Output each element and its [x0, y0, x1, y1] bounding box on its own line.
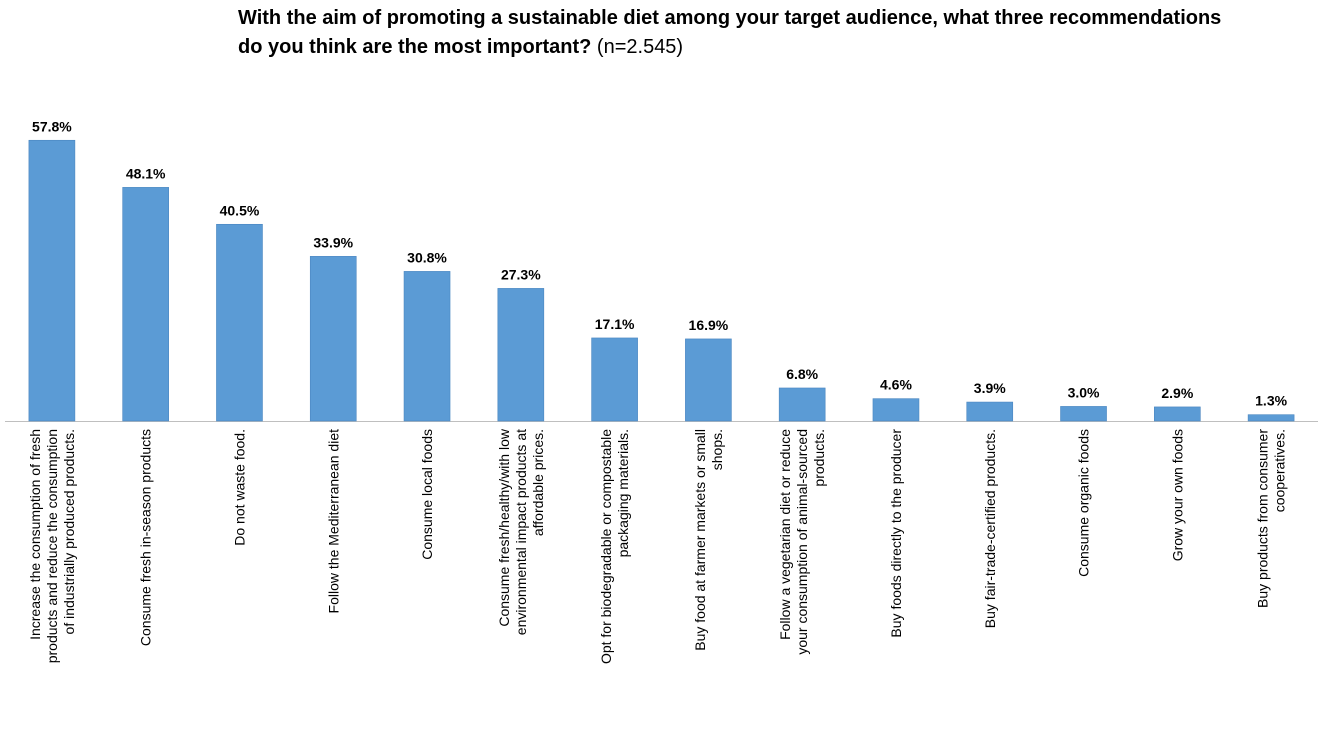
value-label-4: 33.9%: [313, 234, 353, 250]
value-label-6: 27.3%: [501, 266, 541, 282]
chart-title: With the aim of promoting a sustainable …: [238, 4, 1238, 62]
category-label-12: Consume organic foods: [1076, 429, 1092, 577]
category-label-6: Consume fresh/healthy/with lowenvironmen…: [496, 428, 546, 635]
category-label-3: Do not waste food.: [231, 429, 247, 546]
value-label-1: 57.8%: [32, 118, 72, 134]
category-label-2: Consume fresh in-season products: [138, 429, 154, 646]
bar-14: [1247, 414, 1295, 422]
bar-13: [1154, 406, 1201, 422]
category-label-11: Buy fair-trade-certified products.: [982, 429, 998, 628]
value-label-12: 3.0%: [1068, 384, 1100, 400]
category-label-10: Buy foods directly to the producer: [888, 429, 904, 638]
bar-12: [1060, 406, 1107, 422]
chart-subtitle: (n=2.545): [596, 36, 684, 58]
category-label-14: Buy products from consumercooperatives.: [1255, 429, 1288, 608]
value-label-5: 30.8%: [407, 249, 447, 265]
category-label-13: Grow your own foods: [1169, 429, 1185, 561]
value-label-11: 3.9%: [974, 380, 1006, 396]
category-labels-group: Increase the consumption of freshproduct…: [27, 428, 1288, 664]
category-label-1: Increase the consumption of freshproduct…: [27, 429, 77, 663]
category-label-4: Follow the Mediterranean diet: [325, 429, 341, 614]
category-label-9: Follow a vegetarian diet or reduceyour c…: [777, 429, 827, 655]
bar-2: [122, 187, 169, 422]
bar-5: [403, 271, 451, 422]
bar-3: [216, 223, 263, 422]
value-label-3: 40.5%: [220, 202, 260, 218]
bar-6: [497, 288, 545, 422]
bar-4: [309, 256, 357, 422]
value-label-2: 48.1%: [126, 165, 166, 181]
bar-8: [685, 338, 732, 422]
chart-title-text: With the aim of promoting a sustainable …: [238, 7, 1222, 58]
bars-group: [28, 139, 1295, 422]
value-labels-group: 57.8% 48.1% 40.5% 33.9% 30.8% 27.3% 17.1% 16.9%…: [32, 118, 1288, 408]
bar-9: [778, 387, 826, 422]
value-label-8: 16.9%: [689, 317, 729, 333]
category-label-8: Buy food at farmer markets or smallshops…: [692, 429, 725, 651]
category-label-7: Opt for biodegradable or compostablepack…: [598, 429, 631, 664]
bar-1: [28, 139, 76, 422]
value-label-7: 17.1%: [595, 316, 635, 332]
bar-7: [591, 337, 638, 422]
value-label-14: 1.3%: [1255, 393, 1287, 409]
bar-10: [872, 398, 920, 422]
value-label-9: 6.8%: [786, 366, 818, 382]
value-label-13: 2.9%: [1161, 385, 1193, 401]
category-label-5: Consume local foods: [419, 429, 435, 560]
bar-11: [966, 401, 1014, 422]
value-label-10: 4.6%: [880, 377, 912, 393]
